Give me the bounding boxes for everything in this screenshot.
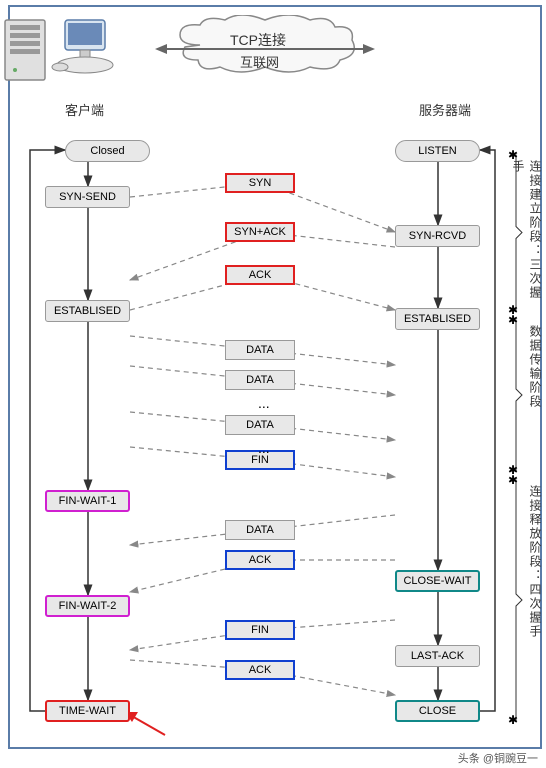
svg-text:✱: ✱ — [508, 473, 518, 487]
message-synack: SYN+ACK — [225, 222, 295, 242]
message-fin2: FIN — [225, 620, 295, 640]
message-ack1: ACK — [225, 265, 295, 285]
state-syn-send: SYN-SEND — [45, 186, 130, 208]
state-close-wait: CLOSE-WAIT — [395, 570, 480, 592]
state-fin-wait-2: FIN-WAIT-2 — [45, 595, 130, 617]
state-closed: Closed — [65, 140, 150, 162]
message-data1: DATA — [225, 340, 295, 360]
message-data2: DATA — [225, 370, 295, 390]
state-time-wait: TIME-WAIT — [45, 700, 130, 722]
state-listen: LISTEN — [395, 140, 480, 162]
phase-label: 连接释放阶段：四次握手 — [527, 485, 544, 715]
footer-attribution: 头条 @铜豌豆一 — [458, 750, 538, 766]
state-close: CLOSE — [395, 700, 480, 722]
message-ack2: ACK — [225, 550, 295, 570]
phase-label: 连接建立阶段：三次握手 — [510, 160, 544, 305]
state-last-ack: LAST-ACK — [395, 645, 480, 667]
ellipsis: ... — [258, 395, 270, 411]
svg-text:✱: ✱ — [508, 713, 518, 727]
message-data4: DATA — [225, 520, 295, 540]
state-syn-rcvd: SYN-RCVD — [395, 225, 480, 247]
phase-label: 数据传输阶段 — [527, 325, 544, 465]
svg-text:✱: ✱ — [508, 313, 518, 327]
message-data3: DATA — [225, 415, 295, 435]
state-fin-wait-1: FIN-WAIT-1 — [45, 490, 130, 512]
message-ack3: ACK — [225, 660, 295, 680]
message-syn: SYN — [225, 173, 295, 193]
state-established-s: ESTABLISED — [395, 308, 480, 330]
ellipsis: ... — [258, 440, 270, 456]
state-established-c: ESTABLISED — [45, 300, 130, 322]
